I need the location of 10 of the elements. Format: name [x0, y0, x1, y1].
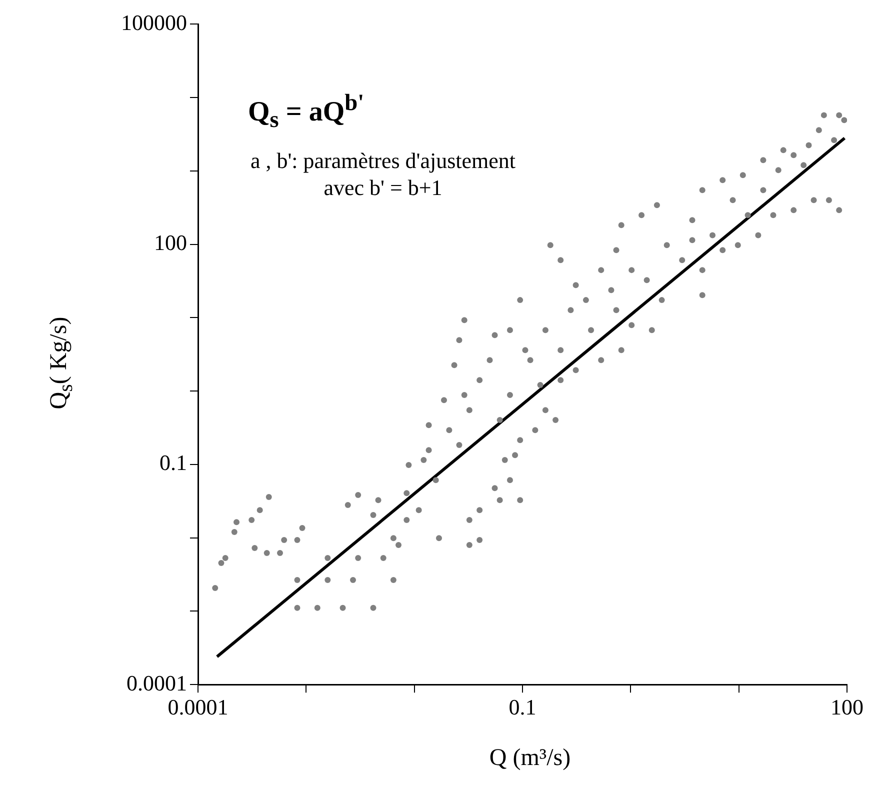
y-tick-label: 0.1	[160, 450, 187, 476]
y-tick-label: 100000	[121, 10, 187, 35]
annotation: a , b': paramètres d'ajustement	[249, 148, 517, 174]
y-tick-label: 0.0001	[126, 670, 187, 696]
annotation: avec b' = b+1	[322, 175, 444, 201]
x-tick-label: 100	[830, 694, 864, 720]
x-tick-label: 0.1	[508, 694, 536, 720]
x-axis-title: Q (m³/s)	[488, 745, 572, 772]
y-tick-label: 100	[154, 230, 187, 256]
annotation: Q$_{s}$ = aQ$^{b'}$	[248, 90, 364, 134]
